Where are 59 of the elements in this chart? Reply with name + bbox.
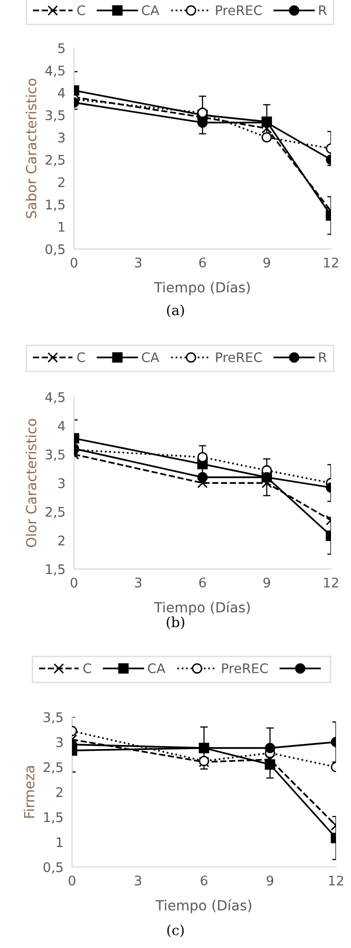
legend-label: C xyxy=(77,5,85,16)
x-tick-label: 6 xyxy=(199,578,206,588)
x-tick-label: 0 xyxy=(70,578,78,588)
y-tick-label: 0,5 xyxy=(46,244,65,256)
text: (b) xyxy=(166,616,184,630)
x-axis-title: Tiempo (Días) xyxy=(154,601,250,616)
legend-label: PreREC xyxy=(216,352,262,362)
y-tick-label: 4,5 xyxy=(45,66,65,77)
x-tick-label: 9 xyxy=(263,258,270,268)
x-tick-label: 6 xyxy=(199,258,206,268)
legend-label: R xyxy=(319,352,327,362)
y-tick-label: 2 xyxy=(56,787,62,798)
x-tick-label: 3 xyxy=(135,258,142,268)
text: (c) xyxy=(167,924,184,938)
y-tick-label: 3 xyxy=(56,737,63,748)
y-tick-label: 2,5 xyxy=(46,506,65,518)
y-tick-label: 1,5 xyxy=(46,564,65,576)
y-tick-label: 4,5 xyxy=(45,392,65,404)
y-tick-label: 3 xyxy=(58,478,65,488)
y-tick-label: 2,5 xyxy=(44,762,63,774)
x-axis-title: Tiempo (Días) xyxy=(154,281,250,296)
y-tick-label: 5 xyxy=(58,43,65,54)
x-tick-label: 3 xyxy=(135,578,142,588)
y-tick-label: 4 xyxy=(58,88,65,98)
y-tick-label: 3,5 xyxy=(46,450,65,461)
y-tick-label: 3,5 xyxy=(46,110,65,122)
x-tick-label: 12 xyxy=(324,578,338,588)
y-tick-label: 2,5 xyxy=(46,154,65,166)
y-tick-label: 4 xyxy=(58,421,65,431)
legend-label: R xyxy=(319,5,327,16)
y-tick-label: 1 xyxy=(58,222,64,232)
legend-label: CA xyxy=(148,663,166,674)
x-tick-label: 12 xyxy=(324,258,338,268)
x-tick-label: 9 xyxy=(266,876,274,886)
y-tick-label: 3 xyxy=(58,132,65,143)
y-tick-label: 2 xyxy=(58,536,64,546)
y-tick-label: 1,5 xyxy=(44,812,63,824)
text: (a) xyxy=(167,304,184,318)
legend-label: C xyxy=(77,352,85,362)
legend-label: CA xyxy=(142,352,160,362)
legend-label: C xyxy=(83,663,92,674)
y-tick-label: 1 xyxy=(56,837,62,848)
x-tick-label: 3 xyxy=(134,876,142,886)
x-tick-label: 9 xyxy=(263,578,270,588)
y-tick-label: 2 xyxy=(58,177,64,188)
x-tick-label: 12 xyxy=(329,876,344,886)
y-tick-label: 0,5 xyxy=(44,862,63,874)
x-tick-label: 0 xyxy=(68,876,76,886)
x-tick-label: 0 xyxy=(70,258,78,268)
y-tick-label: 3,5 xyxy=(44,712,63,724)
legend-label: CA xyxy=(142,5,160,16)
x-tick-label: 6 xyxy=(200,876,208,886)
y-axis-title: Sabor Caracteristico xyxy=(26,78,36,218)
legend-label: PreREC xyxy=(216,5,262,16)
y-axis-title: Firmeza xyxy=(24,766,34,818)
x-axis-title: Tiempo (Días) xyxy=(156,899,252,914)
y-axis-title: Olor Caracteristico xyxy=(26,418,36,548)
legend-label: PreREC xyxy=(222,663,268,674)
y-tick-label: 1,5 xyxy=(46,200,65,211)
